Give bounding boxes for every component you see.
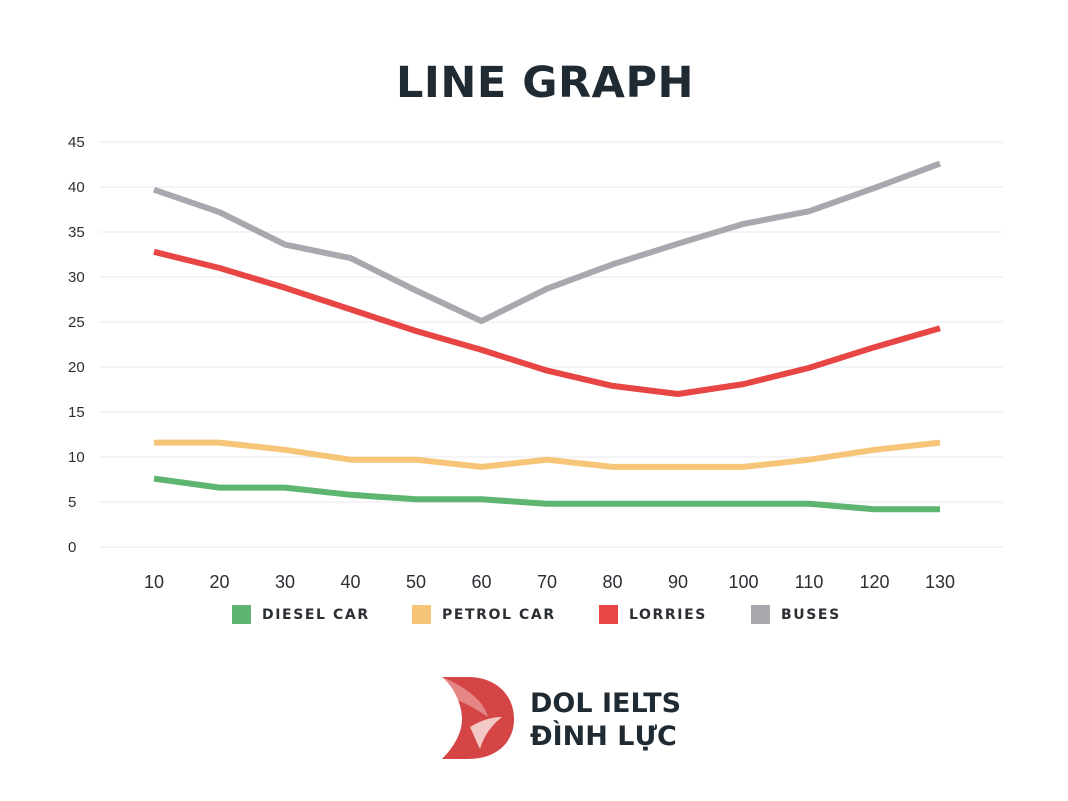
legend-item: LORRIES xyxy=(599,605,707,624)
legend-item: PETROL CAR xyxy=(412,605,556,624)
logo-mark-icon xyxy=(442,677,514,759)
series-line-diesel-car xyxy=(153,475,940,513)
series-line-petrol-car xyxy=(154,439,941,470)
x-tick-label: 30 xyxy=(275,572,295,592)
x-tick-label: 70 xyxy=(537,572,557,592)
x-tick-label: 60 xyxy=(471,572,491,592)
legend-swatch xyxy=(232,605,251,624)
y-tick-label: 0 xyxy=(68,539,76,556)
x-tick-label: 130 xyxy=(925,572,955,592)
y-tick-label: 35 xyxy=(68,224,85,241)
y-tick-label: 40 xyxy=(68,179,85,196)
x-tick-label: 100 xyxy=(728,572,758,592)
legend-item: BUSES xyxy=(751,605,841,624)
y-tick-label: 10 xyxy=(68,449,85,466)
x-tick-label: 110 xyxy=(795,572,824,592)
series-line-buses xyxy=(153,160,942,325)
x-tick-label: 80 xyxy=(602,572,622,592)
y-tick-label: 25 xyxy=(68,314,85,331)
series-lines xyxy=(153,160,942,513)
x-tick-label: 90 xyxy=(668,572,688,592)
legend-label: PETROL CAR xyxy=(442,607,556,623)
y-axis-ticks: 0 5 10 15 20 25 30 35 40 45 xyxy=(68,134,85,556)
series-line-lorries xyxy=(153,248,941,397)
x-tick-label: 20 xyxy=(209,572,229,592)
legend-label: BUSES xyxy=(781,607,841,623)
y-tick-label: 5 xyxy=(68,494,76,511)
chart-title: LINE GRAPH xyxy=(396,58,694,108)
x-tick-label: 40 xyxy=(340,572,360,592)
y-tick-label: 45 xyxy=(68,134,85,151)
x-tick-label: 10 xyxy=(144,572,164,592)
legend-item: DIESEL CAR xyxy=(232,605,370,624)
x-tick-label: 120 xyxy=(859,572,889,592)
legend: DIESEL CAR PETROL CAR LORRIES BUSES xyxy=(232,605,841,624)
x-axis-ticks: 10 20 30 40 50 60 70 80 90 100 110 120 130 xyxy=(144,572,955,592)
logo-text-line-2: ĐÌNH LỰC xyxy=(530,721,677,752)
legend-label: DIESEL CAR xyxy=(262,607,370,623)
brand-logo: DOL IELTS ĐÌNH LỰC xyxy=(440,675,682,765)
y-tick-label: 20 xyxy=(68,359,85,376)
y-tick-label: 15 xyxy=(68,404,85,421)
legend-swatch xyxy=(751,605,770,624)
legend-swatch xyxy=(412,605,431,624)
logo-text-line-1: DOL IELTS xyxy=(530,688,682,719)
legend-label: LORRIES xyxy=(629,607,707,623)
y-tick-label: 30 xyxy=(68,269,85,286)
legend-swatch xyxy=(599,605,618,624)
x-tick-label: 50 xyxy=(406,572,426,592)
